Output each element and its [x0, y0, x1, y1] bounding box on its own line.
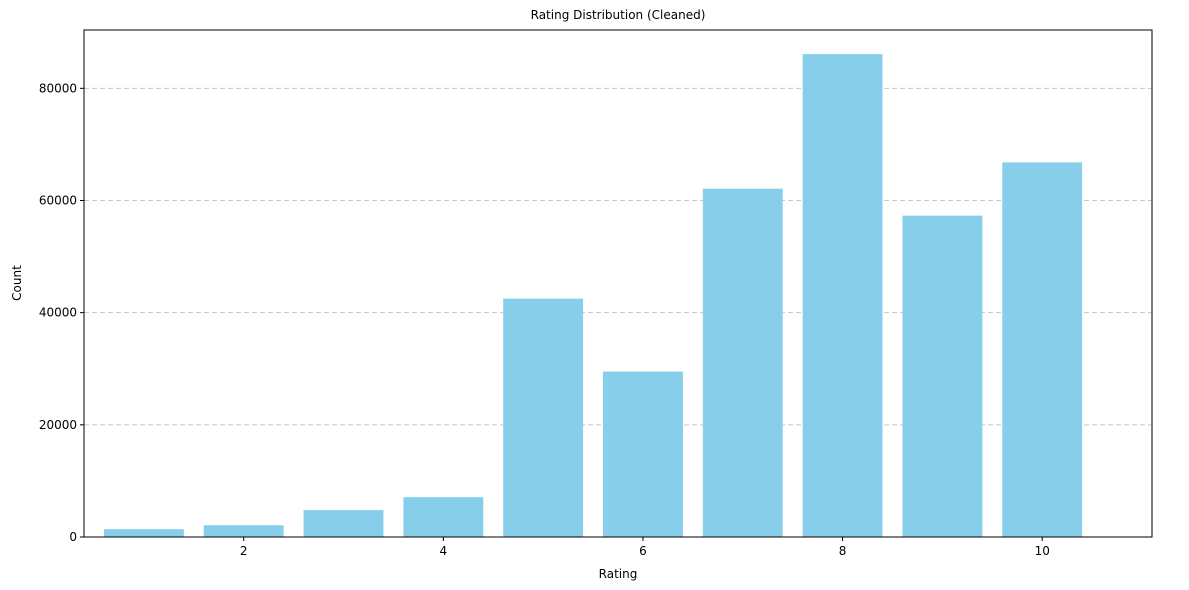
axes-frame: [83, 29, 1153, 538]
y-tick-label: 40000: [39, 306, 77, 320]
y-tick-label: 60000: [39, 193, 77, 207]
y-tick-label: 20000: [39, 418, 77, 432]
x-tick-label: 6: [639, 544, 647, 558]
bar-rating-2: [203, 525, 284, 537]
bar-rating-3: [303, 510, 384, 537]
chart-title: Rating Distribution (Cleaned): [531, 8, 706, 22]
bar-rating-7: [702, 188, 783, 537]
x-axis-label: Rating: [599, 567, 638, 581]
bar-rating-1: [103, 529, 184, 537]
bars-group: [103, 54, 1083, 538]
bar-rating-10: [1002, 162, 1083, 538]
x-tick-label: 4: [440, 544, 448, 558]
bar-rating-9: [902, 215, 983, 537]
x-tick-label: 10: [1035, 544, 1050, 558]
x-axis-ticks: 2 4 6 8 10: [240, 537, 1050, 558]
bar-rating-6: [603, 371, 683, 537]
bar-rating-5: [503, 298, 584, 537]
y-tick-label: 0: [69, 530, 77, 544]
y-tick-label: 80000: [39, 81, 77, 95]
bar-rating-4: [403, 497, 484, 537]
x-tick-label: 8: [839, 544, 847, 558]
x-tick-label: 2: [240, 544, 248, 558]
bar-rating-8: [802, 54, 883, 537]
y-axis-ticks: 0 20000 40000 60000 80000: [39, 81, 84, 544]
y-axis-label: Count: [10, 265, 24, 301]
